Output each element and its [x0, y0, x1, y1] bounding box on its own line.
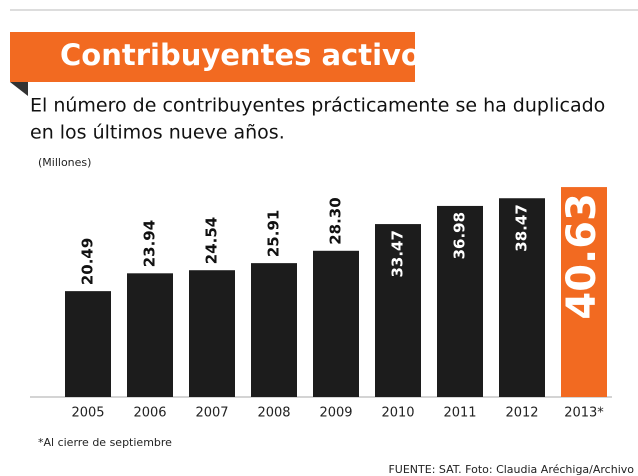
- x-tick-label: 2009: [319, 406, 352, 421]
- bar: [561, 187, 607, 397]
- footnote: *Al cierre de septiembre: [38, 436, 172, 449]
- bar: [189, 270, 235, 397]
- bar: [375, 224, 421, 397]
- value-label: 20.49: [79, 238, 97, 285]
- bar: [437, 205, 483, 397]
- title-banner: [10, 32, 415, 82]
- x-tick-label: 2012: [505, 406, 538, 421]
- x-tick-label: 2007: [195, 406, 228, 421]
- value-label: 28.30: [327, 197, 345, 244]
- value-label: 36.98: [451, 212, 469, 259]
- bar: [65, 291, 111, 397]
- value-label: 40.63: [559, 193, 605, 320]
- value-label: 24.54: [203, 217, 221, 264]
- subtitle: El número de contribuyentes prácticament…: [30, 95, 605, 117]
- x-tick-label: 2010: [381, 406, 414, 421]
- x-tick-label: 2006: [133, 406, 166, 421]
- value-label: 25.91: [265, 210, 283, 257]
- bar: [251, 263, 297, 397]
- value-label: 38.47: [513, 204, 531, 251]
- banner-fold: [10, 82, 28, 96]
- x-tick-label: 2005: [71, 406, 104, 421]
- x-tick-label: 2011: [443, 406, 476, 421]
- chart-title: Contribuyentes activos: [60, 38, 438, 72]
- value-label: 33.47: [389, 230, 407, 277]
- bar: [313, 250, 359, 397]
- x-tick-label: 2008: [257, 406, 290, 421]
- x-tick-label: 2013*: [564, 406, 604, 421]
- bar: [499, 198, 545, 397]
- value-label: 23.94: [141, 220, 159, 267]
- bar: [127, 273, 173, 397]
- source: FUENTE: SAT. Foto: Claudia Aréchiga/Arch…: [388, 463, 634, 476]
- unit-label: (Millones): [38, 156, 91, 169]
- subtitle: en los últimos nueve años.: [30, 122, 285, 144]
